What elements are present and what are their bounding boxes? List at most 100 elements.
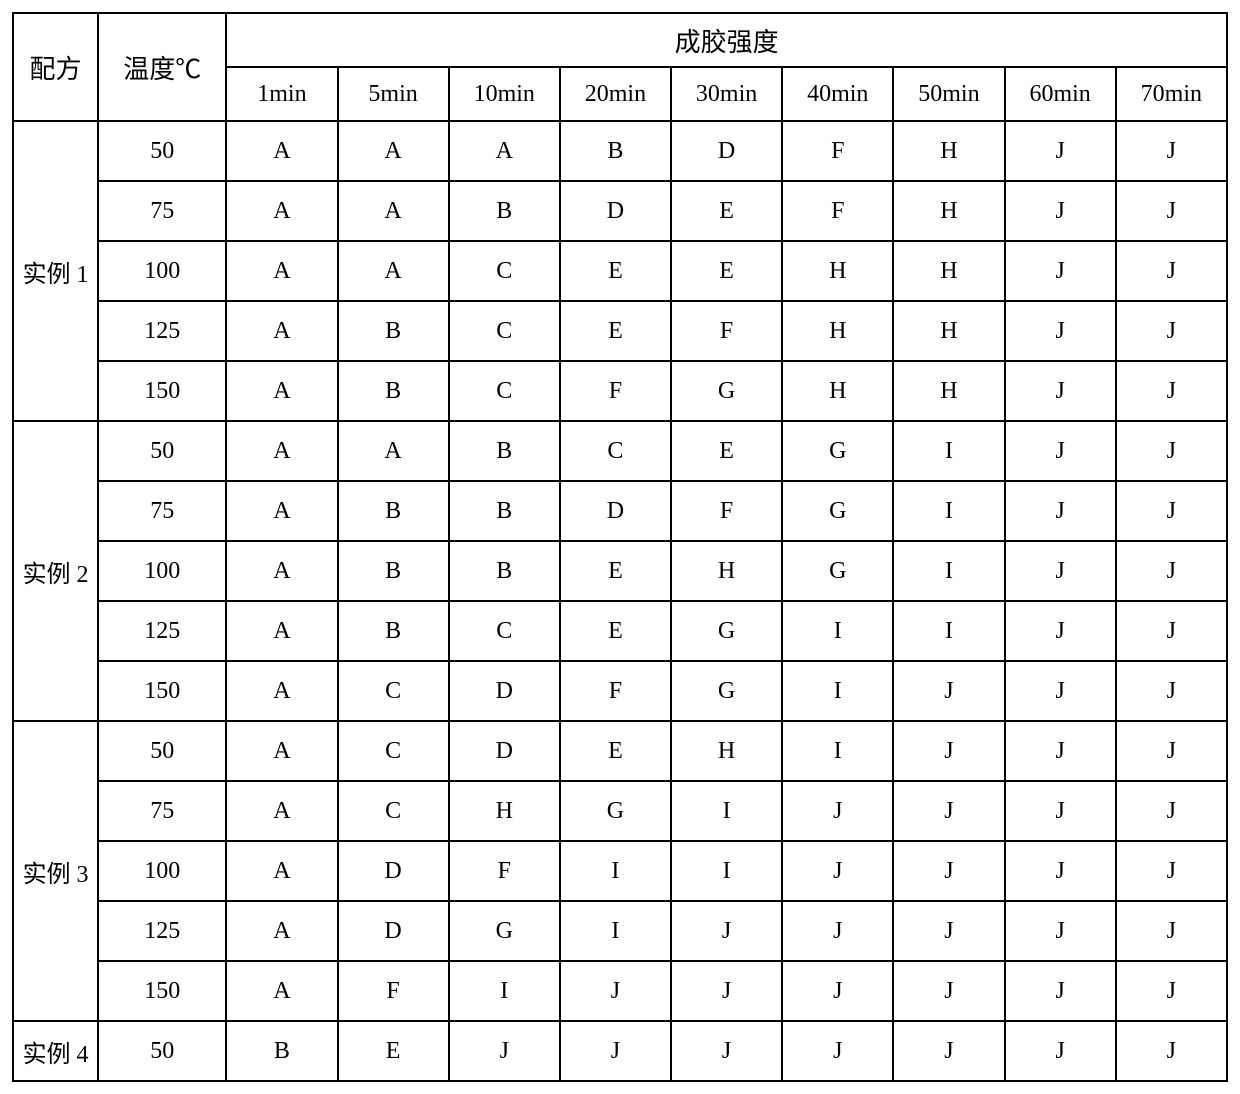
value-cell: E (338, 1021, 449, 1081)
value-cell: D (671, 121, 782, 181)
value-cell: J (1005, 721, 1116, 781)
value-cell: H (893, 361, 1004, 421)
value-cell: J (671, 1021, 782, 1081)
value-cell: H (671, 541, 782, 601)
group-label-0: 实例 1 (13, 121, 98, 421)
value-cell: I (671, 781, 782, 841)
header-time-1: 5min (338, 67, 449, 121)
table-row: 125ABCEFHHJJ (13, 301, 1227, 361)
value-cell: E (560, 541, 671, 601)
temperature-cell: 75 (98, 181, 226, 241)
value-cell: G (782, 481, 893, 541)
value-cell: J (1005, 181, 1116, 241)
header-time-2: 10min (449, 67, 560, 121)
value-cell: G (449, 901, 560, 961)
value-cell: F (782, 121, 893, 181)
value-cell: A (226, 901, 337, 961)
header-temperature: 温度℃ (98, 13, 226, 121)
value-cell: J (671, 901, 782, 961)
temperature-cell: 100 (98, 241, 226, 301)
value-cell: J (1005, 601, 1116, 661)
value-cell: J (1116, 661, 1227, 721)
value-cell: J (1116, 961, 1227, 1021)
header-row: 配方 温度℃ 成胶强度 (13, 13, 1227, 67)
temperature-cell: 125 (98, 601, 226, 661)
value-cell: I (560, 901, 671, 961)
value-cell: F (449, 841, 560, 901)
value-cell: A (226, 601, 337, 661)
header-time-7: 60min (1005, 67, 1116, 121)
table-row: 100ADFIIJJJJ (13, 841, 1227, 901)
value-cell: J (893, 1021, 1004, 1081)
value-cell: H (449, 781, 560, 841)
table-row: 实例 150AAABDFHJJ (13, 121, 1227, 181)
value-cell: J (1116, 241, 1227, 301)
value-cell: G (671, 601, 782, 661)
value-cell: H (671, 721, 782, 781)
value-cell: J (893, 841, 1004, 901)
value-cell: J (1116, 541, 1227, 601)
value-cell: J (1005, 541, 1116, 601)
value-cell: J (1005, 841, 1116, 901)
temperature-cell: 50 (98, 1021, 226, 1081)
value-cell: A (338, 181, 449, 241)
value-cell: J (1116, 1021, 1227, 1081)
table-row: 实例 450BEJJJJJJJ (13, 1021, 1227, 1081)
table-row: 150ACDFGIJJJ (13, 661, 1227, 721)
value-cell: J (1005, 901, 1116, 961)
value-cell: F (338, 961, 449, 1021)
value-cell: E (560, 241, 671, 301)
value-cell: A (226, 721, 337, 781)
value-cell: D (338, 901, 449, 961)
value-cell: E (560, 301, 671, 361)
value-cell: B (338, 601, 449, 661)
value-cell: A (226, 841, 337, 901)
value-cell: J (1005, 301, 1116, 361)
value-cell: B (338, 481, 449, 541)
value-cell: H (782, 301, 893, 361)
table-row: 75ABBDFGIJJ (13, 481, 1227, 541)
value-cell: J (782, 1021, 893, 1081)
value-cell: B (560, 121, 671, 181)
temperature-cell: 100 (98, 541, 226, 601)
temperature-cell: 125 (98, 301, 226, 361)
value-cell: J (1116, 721, 1227, 781)
value-cell: J (893, 721, 1004, 781)
value-cell: J (893, 961, 1004, 1021)
value-cell: A (226, 781, 337, 841)
value-cell: I (893, 541, 1004, 601)
value-cell: A (449, 121, 560, 181)
value-cell: E (560, 721, 671, 781)
value-cell: J (1005, 241, 1116, 301)
value-cell: J (1116, 121, 1227, 181)
value-cell: I (560, 841, 671, 901)
value-cell: D (449, 721, 560, 781)
value-cell: G (782, 421, 893, 481)
value-cell: J (1116, 601, 1227, 661)
table-row: 75AABDEFHJJ (13, 181, 1227, 241)
value-cell: J (1116, 481, 1227, 541)
value-cell: J (1005, 961, 1116, 1021)
value-cell: G (671, 661, 782, 721)
value-cell: B (338, 541, 449, 601)
table-row: 75ACHGIJJJJ (13, 781, 1227, 841)
value-cell: B (338, 301, 449, 361)
value-cell: J (1116, 301, 1227, 361)
header-time-6: 50min (893, 67, 1004, 121)
value-cell: J (893, 661, 1004, 721)
value-cell: J (1005, 361, 1116, 421)
table-row: 实例 250AABCEGIJJ (13, 421, 1227, 481)
value-cell: I (782, 661, 893, 721)
value-cell: A (226, 241, 337, 301)
value-cell: J (1116, 841, 1227, 901)
value-cell: A (226, 361, 337, 421)
value-cell: J (1116, 181, 1227, 241)
value-cell: J (1116, 781, 1227, 841)
value-cell: J (671, 961, 782, 1021)
value-cell: F (560, 361, 671, 421)
value-cell: I (893, 601, 1004, 661)
temperature-cell: 75 (98, 781, 226, 841)
temperature-cell: 100 (98, 841, 226, 901)
gel-strength-table: 配方 温度℃ 成胶强度 1min5min10min20min30min40min… (12, 12, 1228, 1082)
value-cell: E (671, 421, 782, 481)
